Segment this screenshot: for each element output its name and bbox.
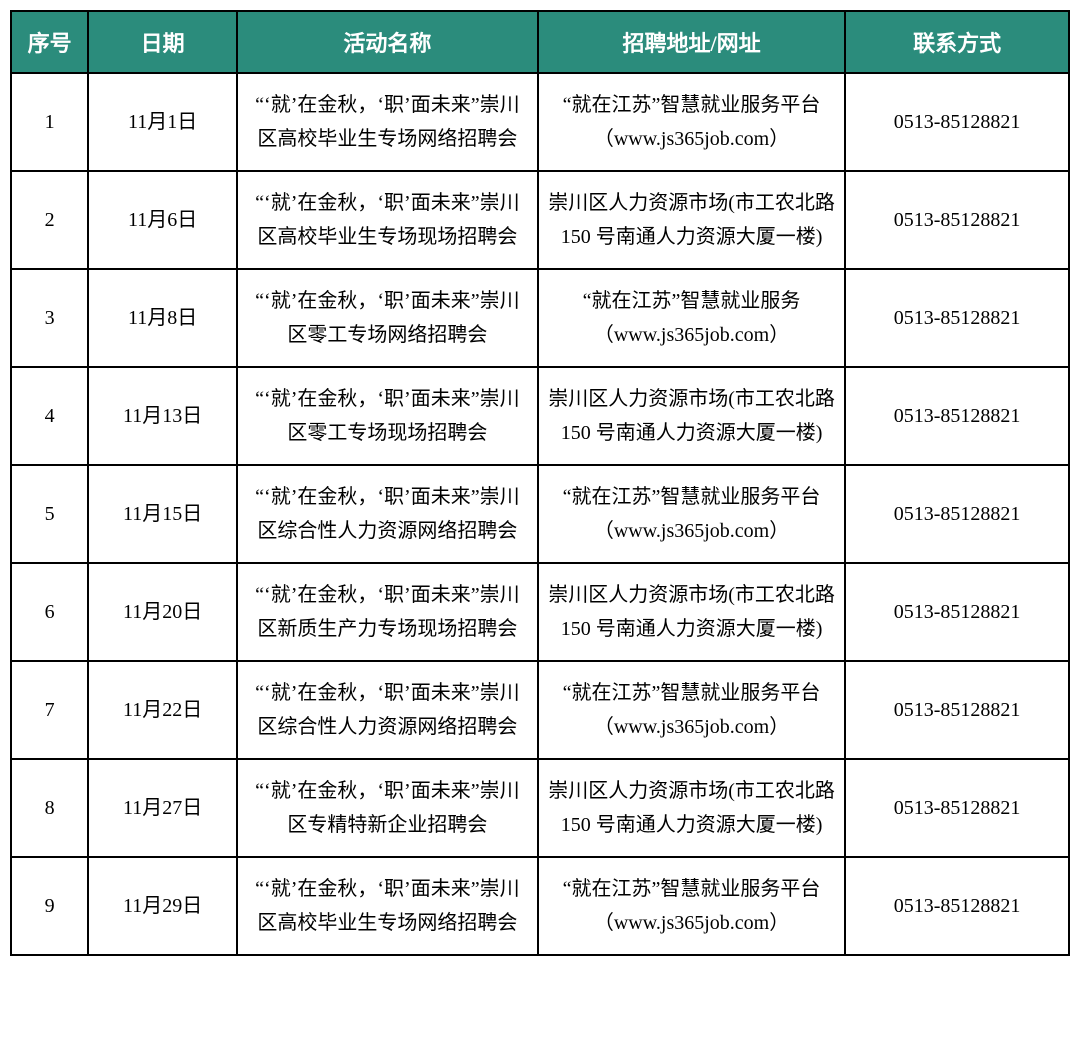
- cell-index: 1: [11, 73, 88, 171]
- cell-name: “‘就’在金秋，‘职’面未来”崇川区零工专场现场招聘会: [237, 367, 538, 465]
- cell-name: “‘就’在金秋，‘职’面未来”崇川区新质生产力专场现场招聘会: [237, 563, 538, 661]
- cell-name: “‘就’在金秋，‘职’面未来”崇川区专精特新企业招聘会: [237, 759, 538, 857]
- table-row: 9 11月29日 “‘就’在金秋，‘职’面未来”崇川区高校毕业生专场网络招聘会 …: [11, 857, 1069, 955]
- header-name: 活动名称: [237, 11, 538, 73]
- cell-date: 11月20日: [88, 563, 237, 661]
- table-row: 2 11月6日 “‘就’在金秋，‘职’面未来”崇川区高校毕业生专场现场招聘会 崇…: [11, 171, 1069, 269]
- cell-name: “‘就’在金秋，‘职’面未来”崇川区高校毕业生专场现场招聘会: [237, 171, 538, 269]
- cell-index: 2: [11, 171, 88, 269]
- cell-index: 6: [11, 563, 88, 661]
- cell-name: “‘就’在金秋，‘职’面未来”崇川区零工专场网络招聘会: [237, 269, 538, 367]
- cell-index: 9: [11, 857, 88, 955]
- table-row: 4 11月13日 “‘就’在金秋，‘职’面未来”崇川区零工专场现场招聘会 崇川区…: [11, 367, 1069, 465]
- cell-contact: 0513-85128821: [845, 367, 1069, 465]
- cell-date: 11月22日: [88, 661, 237, 759]
- recruitment-events-table: 序号 日期 活动名称 招聘地址/网址 联系方式 1 11月1日 “‘就’在金秋，…: [10, 10, 1070, 956]
- cell-address: 崇川区人力资源市场(市工农北路 150 号南通人力资源大厦一楼): [538, 367, 845, 465]
- cell-date: 11月27日: [88, 759, 237, 857]
- cell-date: 11月1日: [88, 73, 237, 171]
- table-row: 3 11月8日 “‘就’在金秋，‘职’面未来”崇川区零工专场网络招聘会 “就在江…: [11, 269, 1069, 367]
- cell-contact: 0513-85128821: [845, 857, 1069, 955]
- cell-contact: 0513-85128821: [845, 269, 1069, 367]
- table-body: 1 11月1日 “‘就’在金秋，‘职’面未来”崇川区高校毕业生专场网络招聘会 “…: [11, 73, 1069, 955]
- table-row: 1 11月1日 “‘就’在金秋，‘职’面未来”崇川区高校毕业生专场网络招聘会 “…: [11, 73, 1069, 171]
- cell-contact: 0513-85128821: [845, 759, 1069, 857]
- header-index: 序号: [11, 11, 88, 73]
- header-contact: 联系方式: [845, 11, 1069, 73]
- cell-address: “就在江苏”智慧就业服务平台（www.js365job.com）: [538, 857, 845, 955]
- cell-date: 11月6日: [88, 171, 237, 269]
- table-header-row: 序号 日期 活动名称 招聘地址/网址 联系方式: [11, 11, 1069, 73]
- cell-index: 5: [11, 465, 88, 563]
- cell-address: “就在江苏”智慧就业服务（www.js365job.com）: [538, 269, 845, 367]
- cell-name: “‘就’在金秋，‘职’面未来”崇川区综合性人力资源网络招聘会: [237, 465, 538, 563]
- cell-name: “‘就’在金秋，‘职’面未来”崇川区高校毕业生专场网络招聘会: [237, 857, 538, 955]
- cell-name: “‘就’在金秋，‘职’面未来”崇川区高校毕业生专场网络招聘会: [237, 73, 538, 171]
- cell-contact: 0513-85128821: [845, 661, 1069, 759]
- cell-contact: 0513-85128821: [845, 73, 1069, 171]
- cell-index: 7: [11, 661, 88, 759]
- cell-date: 11月8日: [88, 269, 237, 367]
- cell-index: 4: [11, 367, 88, 465]
- cell-index: 8: [11, 759, 88, 857]
- table-row: 8 11月27日 “‘就’在金秋，‘职’面未来”崇川区专精特新企业招聘会 崇川区…: [11, 759, 1069, 857]
- cell-date: 11月15日: [88, 465, 237, 563]
- table-row: 7 11月22日 “‘就’在金秋，‘职’面未来”崇川区综合性人力资源网络招聘会 …: [11, 661, 1069, 759]
- cell-date: 11月13日: [88, 367, 237, 465]
- cell-address: “就在江苏”智慧就业服务平台（www.js365job.com）: [538, 465, 845, 563]
- cell-address: 崇川区人力资源市场(市工农北路 150 号南通人力资源大厦一楼): [538, 171, 845, 269]
- table-row: 6 11月20日 “‘就’在金秋，‘职’面未来”崇川区新质生产力专场现场招聘会 …: [11, 563, 1069, 661]
- cell-address: 崇川区人力资源市场(市工农北路 150 号南通人力资源大厦一楼): [538, 563, 845, 661]
- header-address: 招聘地址/网址: [538, 11, 845, 73]
- cell-name: “‘就’在金秋，‘职’面未来”崇川区综合性人力资源网络招聘会: [237, 661, 538, 759]
- cell-address: 崇川区人力资源市场(市工农北路 150 号南通人力资源大厦一楼): [538, 759, 845, 857]
- cell-date: 11月29日: [88, 857, 237, 955]
- header-date: 日期: [88, 11, 237, 73]
- cell-index: 3: [11, 269, 88, 367]
- cell-contact: 0513-85128821: [845, 563, 1069, 661]
- table-row: 5 11月15日 “‘就’在金秋，‘职’面未来”崇川区综合性人力资源网络招聘会 …: [11, 465, 1069, 563]
- cell-contact: 0513-85128821: [845, 171, 1069, 269]
- cell-contact: 0513-85128821: [845, 465, 1069, 563]
- cell-address: “就在江苏”智慧就业服务平台（www.js365job.com）: [538, 661, 845, 759]
- cell-address: “就在江苏”智慧就业服务平台（www.js365job.com）: [538, 73, 845, 171]
